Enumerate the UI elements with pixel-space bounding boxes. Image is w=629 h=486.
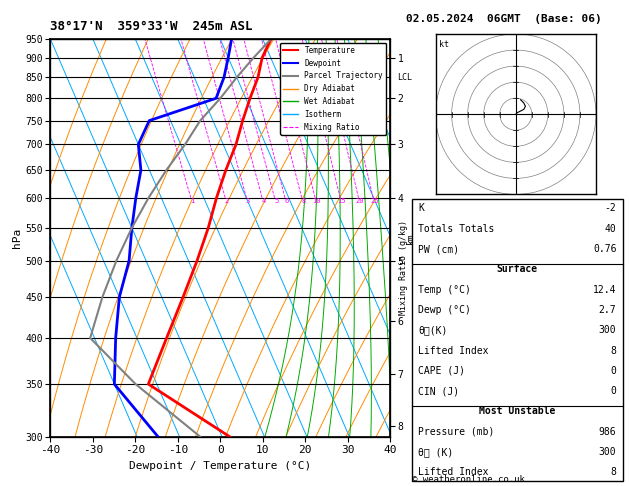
Text: 2.7: 2.7 [599,305,616,315]
Text: 0: 0 [611,386,616,396]
Text: 10: 10 [313,198,321,204]
Text: 38°17'N  359°33'W  245m ASL: 38°17'N 359°33'W 245m ASL [50,20,253,33]
Text: 8: 8 [611,346,616,356]
Text: Lifted Index: Lifted Index [418,346,489,356]
Text: 1: 1 [191,198,194,204]
FancyBboxPatch shape [412,199,623,481]
Y-axis label: km
ASL: km ASL [406,229,428,247]
Text: Surface: Surface [497,264,538,275]
Text: kt: kt [439,40,449,49]
Text: 4: 4 [262,198,266,204]
Text: 2: 2 [225,198,229,204]
Legend: Temperature, Dewpoint, Parcel Trajectory, Dry Adiabat, Wet Adiabat, Isotherm, Mi: Temperature, Dewpoint, Parcel Trajectory… [280,43,386,135]
Text: Most Unstable: Most Unstable [479,406,555,417]
Text: Lifted Index: Lifted Index [418,468,489,477]
Text: Temp (°C): Temp (°C) [418,285,471,295]
Text: PW (cm): PW (cm) [418,244,459,254]
Text: θᴇ (K): θᴇ (K) [418,447,454,457]
Text: 5: 5 [274,198,278,204]
Text: 300: 300 [599,447,616,457]
Text: 02.05.2024  06GMT  (Base: 06): 02.05.2024 06GMT (Base: 06) [406,15,601,24]
Text: 8: 8 [301,198,306,204]
Text: Dewp (°C): Dewp (°C) [418,305,471,315]
Text: K: K [418,204,424,213]
Text: 25: 25 [370,198,379,204]
Text: Pressure (mb): Pressure (mb) [418,427,494,437]
Text: 15: 15 [337,198,346,204]
Text: -2: -2 [604,204,616,213]
X-axis label: Dewpoint / Temperature (°C): Dewpoint / Temperature (°C) [129,461,311,470]
Text: 12.4: 12.4 [593,285,616,295]
Text: 0: 0 [611,366,616,376]
Text: 8: 8 [611,468,616,477]
Text: 20: 20 [355,198,364,204]
Text: LCL: LCL [397,73,412,82]
Y-axis label: hPa: hPa [13,228,22,248]
Text: 300: 300 [599,325,616,335]
Text: 3: 3 [246,198,250,204]
Text: CIN (J): CIN (J) [418,386,459,396]
Text: 0.76: 0.76 [593,244,616,254]
Text: CAPE (J): CAPE (J) [418,366,465,376]
Text: θᴇ(K): θᴇ(K) [418,325,448,335]
Text: © weatheronline.co.uk: © weatheronline.co.uk [412,474,525,484]
Text: 986: 986 [599,427,616,437]
Text: Mixing Ratio (g/kg): Mixing Ratio (g/kg) [399,220,408,315]
Text: 40: 40 [604,224,616,234]
Text: Totals Totals: Totals Totals [418,224,494,234]
Text: 6: 6 [284,198,289,204]
